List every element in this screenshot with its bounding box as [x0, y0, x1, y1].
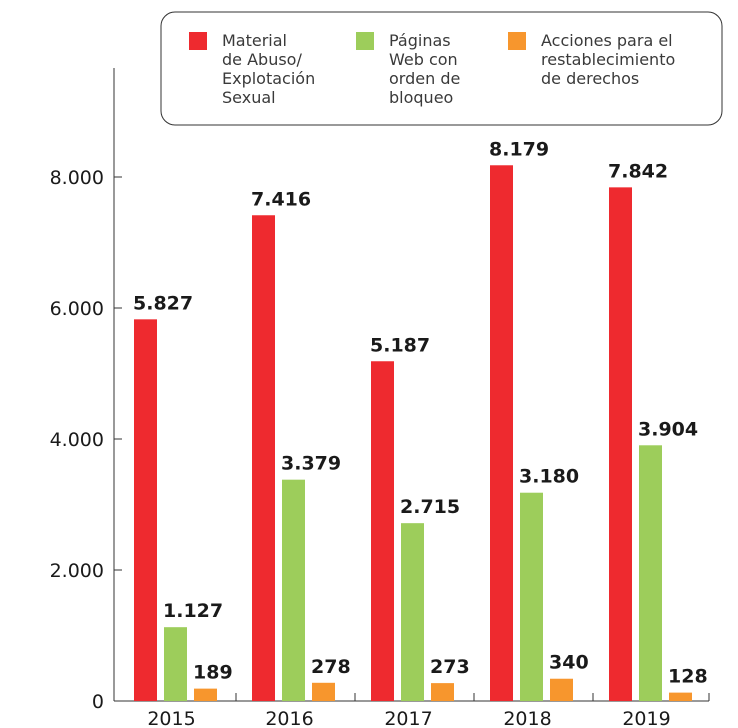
bar — [164, 627, 187, 701]
bar — [401, 523, 424, 701]
bar — [490, 165, 513, 701]
data-label: 5.827 — [133, 292, 193, 314]
data-label: 3.180 — [519, 466, 579, 488]
data-label: 340 — [549, 652, 589, 674]
data-label: 7.416 — [251, 188, 311, 210]
bar — [520, 492, 543, 701]
bar — [371, 361, 394, 701]
data-label: 2.715 — [400, 496, 460, 518]
data-label: 7.842 — [608, 160, 668, 182]
legend: Material de Abuso/Explotación Sexual Página… — [160, 11, 723, 126]
data-label: 273 — [430, 656, 470, 678]
bar — [669, 692, 692, 701]
legend-label: Material de Abuso/Explotación Sexual — [222, 31, 315, 107]
data-label: 3.379 — [281, 453, 341, 475]
y-tick-label: 4.000 — [50, 429, 104, 451]
bar — [550, 678, 573, 701]
legend-swatch — [189, 32, 207, 50]
bar — [639, 445, 662, 701]
data-label: 5.187 — [370, 334, 430, 356]
legend-label: Páginas Web con orden de bloqueo — [389, 31, 460, 107]
y-tick-label: 6.000 — [50, 298, 104, 320]
data-label: 3.904 — [638, 418, 698, 440]
x-tick-label: 2017 — [384, 708, 432, 728]
x-tick-label: 2018 — [503, 708, 551, 728]
axes: 0 2.000 4.000 6.000 8.000 2015 2016 2017 2018 201… — [50, 68, 710, 728]
data-label: 189 — [193, 662, 233, 684]
bar — [252, 215, 275, 701]
x-tick-label: 2016 — [265, 708, 313, 728]
bar — [194, 688, 217, 701]
bar — [312, 682, 335, 701]
legend-label: Acciones para el restablecimiento de derec… — [541, 31, 675, 88]
data-label: 278 — [311, 656, 351, 678]
bar — [609, 187, 632, 701]
y-tick-label: 8.000 — [50, 167, 104, 189]
data-label: 8.179 — [489, 138, 549, 160]
x-tick-label: 2015 — [147, 708, 195, 728]
y-tick-label: 2.000 — [50, 560, 104, 582]
legend-box — [160, 11, 723, 126]
legend-swatch — [508, 32, 526, 50]
data-label: 128 — [668, 666, 708, 688]
x-tick-label: 2019 — [622, 708, 670, 728]
bar — [431, 683, 454, 701]
legend-swatch — [356, 32, 374, 50]
data-label: 1.127 — [163, 600, 223, 622]
y-tick-label: 0 — [92, 691, 104, 713]
bars: 5.827 7.416 5.187 8.179 7.842 1.127 3.379 2.715… — [133, 138, 708, 701]
bar — [134, 319, 157, 701]
bar — [282, 479, 305, 701]
